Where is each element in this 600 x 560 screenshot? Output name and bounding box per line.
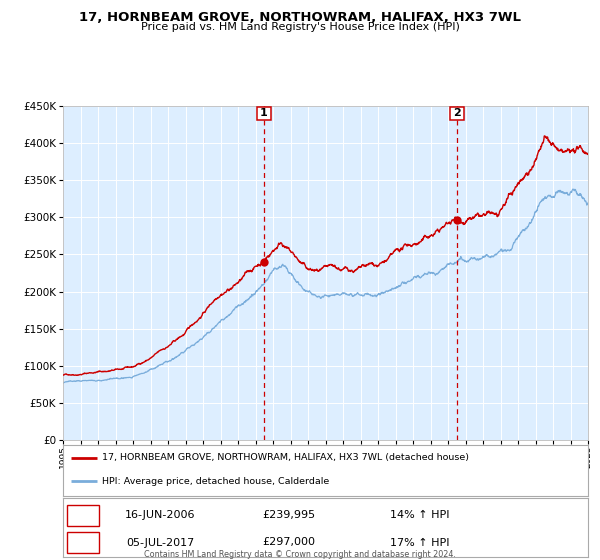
Text: HPI: Average price, detached house, Calderdale: HPI: Average price, detached house, Cald… [103, 477, 329, 486]
Text: Price paid vs. HM Land Registry's House Price Index (HPI): Price paid vs. HM Land Registry's House … [140, 22, 460, 32]
Bar [257, 107, 271, 120]
Text: £239,995: £239,995 [262, 510, 316, 520]
Text: £297,000: £297,000 [262, 538, 315, 548]
FancyBboxPatch shape [67, 532, 99, 553]
Text: 2: 2 [453, 109, 461, 118]
Bar [450, 107, 464, 120]
Text: 05-JUL-2017: 05-JUL-2017 [126, 538, 194, 548]
Text: 16-JUN-2006: 16-JUN-2006 [125, 510, 196, 520]
Text: 2: 2 [79, 538, 87, 548]
Text: 17% ↑ HPI: 17% ↑ HPI [390, 538, 450, 548]
Text: 1: 1 [260, 109, 268, 118]
Text: 17, HORNBEAM GROVE, NORTHOWRAM, HALIFAX, HX3 7WL (detached house): 17, HORNBEAM GROVE, NORTHOWRAM, HALIFAX,… [103, 453, 469, 463]
Text: 17, HORNBEAM GROVE, NORTHOWRAM, HALIFAX, HX3 7WL: 17, HORNBEAM GROVE, NORTHOWRAM, HALIFAX,… [79, 11, 521, 24]
Text: 14% ↑ HPI: 14% ↑ HPI [390, 510, 450, 520]
Text: 1: 1 [79, 510, 87, 520]
Text: Contains HM Land Registry data © Crown copyright and database right 2024.: Contains HM Land Registry data © Crown c… [144, 550, 456, 559]
FancyBboxPatch shape [67, 505, 99, 526]
